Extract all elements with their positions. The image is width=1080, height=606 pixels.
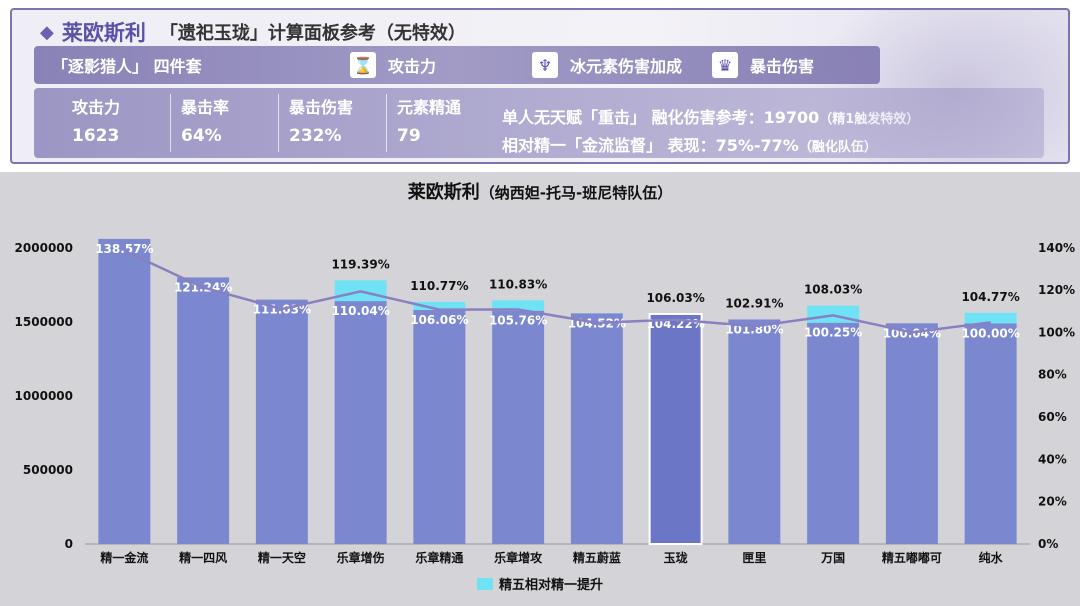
stat-crit-dmg: 暴击伤害 232%	[278, 94, 353, 152]
chart-subtitle: （纳西妲-托马-班尼特队伍）	[479, 184, 673, 202]
stat-value: 1623	[72, 126, 120, 146]
ratio-line	[123, 249, 991, 334]
x-axis-tick-label: 精一四风	[179, 550, 227, 565]
circlet-icon: ♛	[712, 52, 738, 78]
bar	[98, 238, 151, 545]
stat-value: 64%	[181, 126, 222, 146]
bar	[334, 301, 387, 544]
y-axis-tick-label: 1000000	[15, 389, 73, 403]
damage-reference-small: （精1触发特效）	[819, 112, 920, 127]
stat-value: 232%	[289, 126, 342, 146]
uplift-data-label: 110.83%	[489, 277, 547, 291]
uplift-data-label: 119.39%	[331, 257, 389, 271]
chart-title: 莱欧斯利（纳西妲-托马-班尼特队伍）	[0, 178, 1080, 204]
uplift-data-label: 110.77%	[410, 279, 468, 293]
uplift-data-label: 108.03%	[804, 283, 862, 297]
chart-legend: 精五相对精一提升	[0, 574, 1080, 593]
y2-axis-tick-label: 100%	[1038, 325, 1075, 339]
header-panel: ◆ 莱欧斯利 「遗祀玉珑」计算面板参考（无特效） 「逐影猎人」 四件套 ⌛ 攻击…	[10, 8, 1070, 164]
stat-label: 暴击伤害	[289, 98, 354, 117]
bar	[177, 277, 230, 544]
page-title: 「遗祀玉珑」计算面板参考（无特效）	[159, 23, 466, 44]
character-name: 莱欧斯利	[61, 21, 146, 45]
x-axis-tick-label: 玉珑	[664, 550, 688, 565]
y-axis-tick-label: 500000	[23, 463, 73, 477]
y2-axis-tick-label: 40%	[1038, 452, 1067, 466]
chart-panel: 莱欧斯利（纳西妲-托马-班尼特队伍） 0 500000 1000000 1500000…	[0, 172, 1080, 606]
stat-em: 元素精通 79	[386, 94, 461, 152]
y-axis-tick-label: 1500000	[15, 315, 73, 329]
chart-title-text: 莱欧斯利	[407, 182, 480, 203]
uplift-bar	[413, 301, 466, 310]
stat-label: 元素精通	[397, 98, 462, 117]
bar	[807, 322, 860, 544]
damage-reference-text: 单人无天赋「重击」 融化伤害参考：19700	[502, 108, 820, 127]
stat-crit-rate: 暴击率 64%	[170, 94, 229, 152]
x-axis-tick-label: 纯水	[979, 550, 1004, 565]
stat-label: 暴击率	[181, 98, 230, 117]
x-axis-tick-label: 乐章增攻	[494, 550, 543, 565]
bar	[492, 310, 545, 544]
sands-stat: 攻击力	[388, 57, 437, 76]
x-axis-tick-label: 精一天空	[258, 550, 306, 565]
stats-panel: 攻击力 1623 暴击率 64% 暴击伤害 232% 元素精通 79 单人无天赋…	[34, 88, 1044, 158]
bar	[255, 299, 308, 544]
y2-axis-tick-label: 120%	[1038, 283, 1075, 297]
sands-slot: ⌛ 攻击力	[350, 52, 436, 78]
damage-reference-note: 单人无天赋「重击」 融化伤害参考：19700（精1触发特效）	[502, 104, 919, 128]
bar-data-label: 105.76%	[489, 314, 547, 328]
goblet-stat: 冰元素伤害加成	[570, 57, 683, 76]
x-axis-tick-label: 乐章增伤	[337, 550, 385, 565]
stat-value: 79	[397, 126, 421, 146]
legend-label: 精五相对精一提升	[498, 578, 603, 593]
y-axis-tick-label: 0	[65, 537, 73, 551]
artifact-set-bar: 「逐影猎人」 四件套 ⌛ 攻击力 ♆ 冰元素伤害加成 ♛ 暴击伤害	[34, 46, 880, 84]
y2-axis-tick-label: 0%	[1038, 537, 1058, 551]
bar-data-label: 100.25%	[804, 326, 862, 340]
x-axis-tick-label: 万国	[820, 551, 845, 565]
relative-performance-text: 相对精一「金流监督」 表现：75%-77%	[502, 136, 799, 155]
circlet-stat: 暴击伤害	[750, 57, 815, 76]
bar	[648, 312, 703, 545]
diamond-icon: ◆	[40, 21, 54, 43]
bar-data-label: 138.57%	[95, 242, 153, 256]
y2-axis-tick-label: 80%	[1038, 368, 1067, 382]
x-axis-tick-label: 乐章精通	[415, 550, 463, 565]
x-axis-tick-label: 匣里	[742, 550, 766, 565]
circlet-slot: ♛ 暴击伤害	[712, 52, 814, 78]
bar	[885, 323, 938, 544]
y2-axis-tick-label: 140%	[1038, 241, 1075, 255]
uplift-data-label: 106.03%	[646, 291, 704, 305]
uplift-data-label: 104.77%	[961, 290, 1019, 304]
goblet-icon: ♆	[532, 52, 558, 78]
y2-axis-tick-label: 20%	[1038, 495, 1067, 509]
x-axis-tick-label: 精五嘟嘟可	[882, 550, 942, 565]
uplift-bar	[492, 300, 545, 311]
stat-label: 攻击力	[72, 98, 121, 117]
bar	[964, 323, 1017, 544]
x-axis-tick-label: 精五蔚蓝	[573, 550, 621, 565]
uplift-data-label: 102.91%	[725, 296, 783, 310]
x-axis-tick-label: 精一金流	[100, 550, 148, 565]
bar-data-label: 110.04%	[331, 304, 389, 318]
stat-atk: 攻击力 1623	[62, 94, 120, 152]
goblet-slot: ♆ 冰元素伤害加成	[532, 52, 682, 78]
relative-performance-note: 相对精一「金流监督」 表现：75%-77%（融化队伍）	[502, 132, 877, 156]
artifact-set-name: 「逐影猎人」 四件套	[52, 57, 202, 76]
hourglass-icon: ⌛	[350, 52, 376, 78]
y-axis-tick-label: 2000000	[15, 241, 73, 255]
bar-line-chart: 0 500000 1000000 1500000 2000000 0% 20% 40% 60% 8…	[15, 238, 1075, 565]
bar	[570, 313, 623, 544]
relative-performance-small: （融化队伍）	[798, 140, 877, 155]
uplift-bar	[964, 312, 1017, 324]
y2-axis-tick-label: 60%	[1038, 410, 1067, 424]
bar-data-label: 100.00%	[961, 326, 1019, 340]
legend-swatch	[476, 577, 493, 590]
title-row: ◆ 莱欧斯利 「遗祀玉珑」计算面板参考（无特效）	[40, 16, 466, 48]
bar-data-label: 106.06%	[410, 313, 468, 327]
bar	[728, 319, 781, 544]
bar	[413, 309, 466, 544]
